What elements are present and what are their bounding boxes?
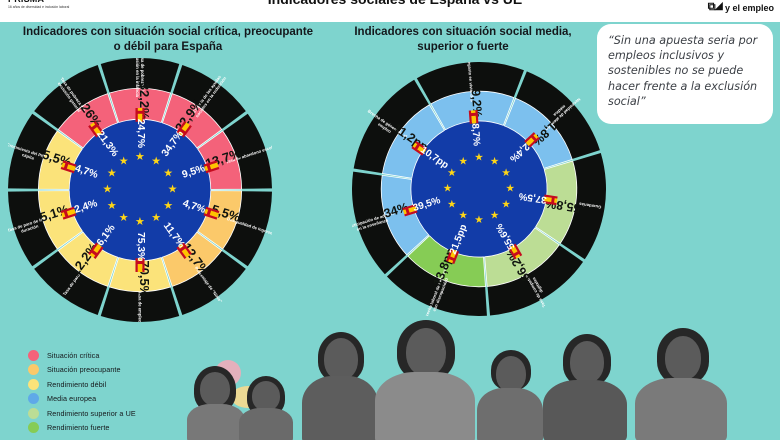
brand-tagline: 16 años de diversidad e inclusión labora…	[8, 5, 70, 9]
legend-item: Situación crítica	[28, 348, 136, 363]
right-donut-chart: Sobregasto en viviendas 9,2% 8,7% Necesidad…	[352, 62, 606, 316]
svg-text:★: ★	[501, 198, 511, 210]
svg-text:★: ★	[135, 216, 145, 228]
partner-logo: ⧉◢ y el empleo	[708, 1, 774, 14]
svg-text:★: ★	[119, 212, 129, 224]
legend-item: Media europea	[28, 392, 136, 407]
partner-logo-text: y el empleo	[724, 2, 774, 13]
legend-item: Rendimiento débil	[28, 377, 136, 392]
brand-logo: PRISMA 16 años de diversidad e inclusión…	[8, 0, 208, 10]
svg-text:exclusión en la infancia: exclusión en la infancia	[135, 58, 140, 98]
svg-text:★: ★	[107, 200, 117, 212]
brand-name: PRISMA	[8, 0, 208, 4]
page-header: PRISMA 16 años de diversidad e inclusión…	[0, 0, 780, 22]
svg-text:75,3%: 75,3%	[135, 232, 146, 261]
quote-text: “Sin una apuesta seria por empleos inclu…	[608, 34, 758, 108]
person-photo	[475, 348, 545, 440]
legend-swatch-0	[28, 349, 39, 361]
legend-label-4: Rendimiento superior a UE	[47, 408, 136, 418]
svg-text:★: ★	[151, 212, 161, 224]
svg-text:★: ★	[443, 183, 453, 195]
legend-label-2: Rendimiento débil	[47, 379, 107, 389]
person-photo	[373, 320, 477, 440]
legend-label-5: Rendimiento fuerte	[47, 423, 110, 433]
right-panel-title: Indicadores con situación social media, …	[354, 26, 572, 53]
person-photo	[633, 328, 729, 440]
legend-item: Rendimiento fuerte	[28, 421, 136, 436]
svg-text:★: ★	[459, 210, 469, 222]
legend-label-3: Media europea	[47, 394, 97, 404]
svg-text:★: ★	[168, 184, 178, 196]
legend-label-0: Situación crítica	[47, 350, 100, 360]
logo-mark-icon: ⧉◢	[707, 1, 723, 13]
svg-text:cápita: cápita	[21, 152, 35, 161]
person-photo	[237, 374, 295, 440]
legend-item: Situación preocupante	[28, 363, 136, 378]
svg-text:★: ★	[490, 210, 500, 222]
svg-text:★: ★	[474, 151, 484, 163]
svg-text:★: ★	[119, 155, 129, 167]
left-panel-title: Indicadores con situación social crítica…	[22, 26, 314, 53]
svg-text:★: ★	[447, 198, 457, 210]
legend-item: Rendimiento superior a UE	[28, 406, 136, 421]
svg-text:★: ★	[501, 167, 511, 179]
svg-text:Tasa de empleo: Tasa de empleo	[137, 291, 142, 322]
legend-label-1: Situación preocupante	[47, 365, 121, 375]
svg-text:Tasa de pobreza y/o: Tasa de pobreza y/o	[140, 58, 145, 94]
svg-text:★: ★	[151, 155, 161, 167]
people-photo-strip	[175, 312, 780, 440]
svg-text:★: ★	[490, 155, 500, 167]
svg-text:Sobregasto en viviendas: Sobregasto en viviendas	[466, 62, 475, 103]
svg-text:★: ★	[163, 167, 173, 179]
svg-text:★: ★	[459, 155, 469, 167]
svg-text:★: ★	[163, 200, 173, 212]
left-donut-chart: Eficacia de las ayudas sociales en la red…	[8, 58, 272, 322]
legend-swatch-5	[28, 422, 39, 434]
page-title: Indicadores sociales de España vs UE	[180, 0, 610, 7]
svg-text:★: ★	[447, 167, 457, 179]
svg-text:24,7%: 24,7%	[135, 119, 146, 148]
legend-swatch-2	[28, 378, 39, 390]
svg-text:8,7%: 8,7%	[469, 123, 482, 147]
legend-swatch-3	[28, 393, 39, 405]
svg-text:Guarderías: Guarderías	[578, 201, 601, 209]
person-photo	[185, 364, 247, 440]
svg-text:★: ★	[506, 183, 516, 195]
svg-text:37,5%: 37,5%	[518, 190, 548, 205]
legend: Situación crítica Situación preocupante …	[28, 348, 136, 435]
svg-text:★: ★	[135, 151, 145, 163]
svg-text:★: ★	[102, 184, 112, 196]
legend-swatch-4	[28, 407, 39, 419]
person-photo	[541, 334, 629, 440]
person-photo	[300, 332, 380, 440]
svg-text:duración: duración	[20, 223, 39, 233]
svg-text:★: ★	[107, 167, 117, 179]
quote-card: “Sin una apuesta seria por empleos inclu…	[597, 24, 773, 124]
svg-text:★: ★	[474, 214, 484, 226]
legend-swatch-1	[28, 364, 39, 376]
